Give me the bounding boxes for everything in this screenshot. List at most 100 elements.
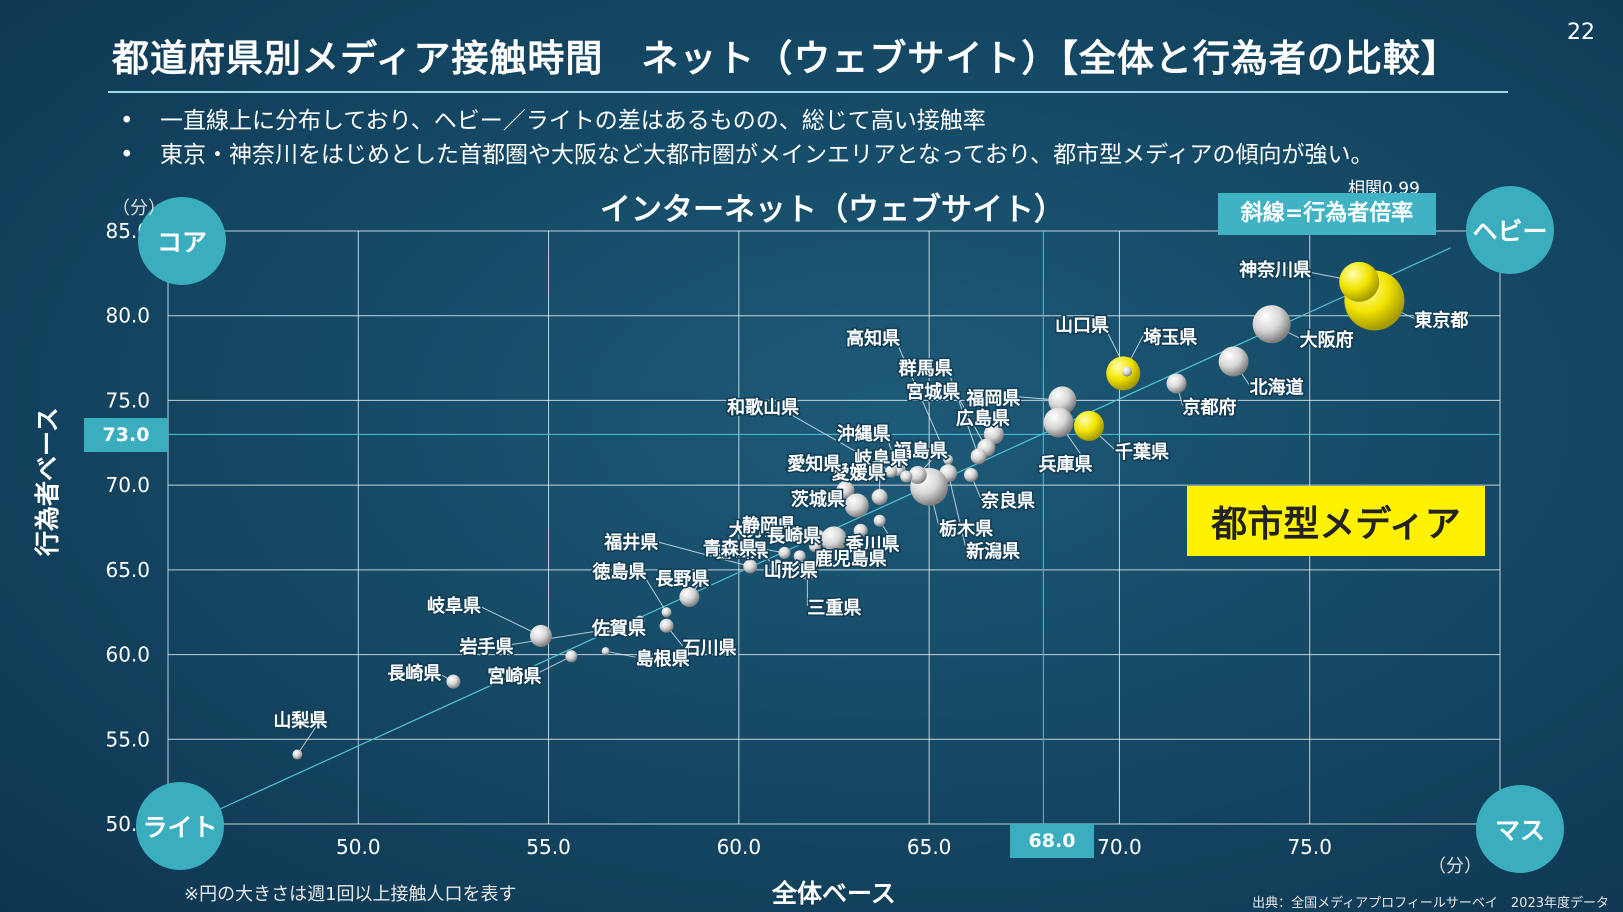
prefecture-label: 福岡県 <box>965 387 1020 409</box>
bullet-text: 一直線上に分布しており、ヘビー／ライトの差はあるものの、総じて高い接触率 <box>160 108 986 134</box>
bullet-list: • 一直線上に分布しており、ヘビー／ライトの差はあるものの、総じて高い接触率 •… <box>120 104 1373 172</box>
leader-line <box>774 405 892 473</box>
prefecture-bubble <box>661 607 672 618</box>
prefecture-label: 長崎県 <box>387 663 441 685</box>
x-tick-label: 70.0 <box>1097 835 1142 859</box>
prefecture-bubble <box>446 674 461 689</box>
prefecture-bubble <box>885 465 898 478</box>
x-tick-label: 50.0 <box>336 835 381 859</box>
prefecture-bubble <box>964 467 979 482</box>
prefecture-bubble <box>853 523 868 538</box>
leader-line <box>535 655 572 675</box>
prefecture-label: 北海道 <box>1250 376 1304 398</box>
prefecture-label: 香川県 <box>845 535 900 556</box>
prefecture-bubble <box>943 454 954 465</box>
prefecture-label: 宮崎県 <box>487 665 541 687</box>
prefecture-label: 埼玉県 <box>1143 326 1197 348</box>
prefecture-label: 福島県 <box>893 440 948 462</box>
y-tick-label: 65.0 <box>105 558 150 582</box>
prefecture-bubble <box>797 559 818 580</box>
prefecture-label: 兵庫県 <box>1039 453 1093 475</box>
source-note: 出典：全国メディアプロフィールサーベイ 2023年度データ <box>1252 896 1609 911</box>
prefecture-bubble <box>908 465 927 484</box>
leader-line <box>893 336 949 460</box>
y-tick-label: 80.0 <box>105 304 150 328</box>
prefecture-label: 徳島県 <box>592 561 647 583</box>
prefecture-label: 宮城県 <box>906 381 960 403</box>
prefecture-bubble <box>679 586 700 607</box>
bullet-mark: • <box>120 142 134 168</box>
x-tick-label: 55.0 <box>526 835 571 859</box>
bubble-size-note: ※円の大きさは週1回以上接触人口を表す <box>184 884 517 905</box>
prefecture-label: 愛知県 <box>787 453 841 475</box>
prefecture-label: 静岡県 <box>742 514 796 536</box>
prefecture-bubble <box>970 448 987 465</box>
prefecture-bubble <box>1122 366 1133 377</box>
y-unit-label: （分） <box>112 198 166 219</box>
prefecture-bubble <box>659 618 674 633</box>
prefecture-bubble <box>769 559 784 574</box>
x-unit-label: （分） <box>1428 856 1482 877</box>
prefecture-bubble <box>836 481 855 500</box>
prefecture-label: 佐賀県 <box>591 618 646 640</box>
leader-line <box>296 718 322 755</box>
quadrant-light: ライト <box>136 782 224 870</box>
prefecture-bubble <box>821 526 847 553</box>
prefecture-label: 沖縄県 <box>837 423 891 445</box>
prefecture-bubble <box>743 559 758 574</box>
leader-line <box>605 650 636 658</box>
y-tick-label: 75.0 <box>105 388 150 412</box>
prefecture-label: 山形県 <box>764 560 818 581</box>
prefecture-label: 広島県 <box>956 407 1010 429</box>
bullet-item: • 一直線上に分布しており、ヘビー／ライトの差はあるものの、総じて高い接触率 <box>120 104 1373 138</box>
quadrant-mass: マス <box>1476 785 1564 873</box>
prefecture-bubble <box>808 540 821 553</box>
slide-title: 都道府県別メディア接触時間 ネット（ウェブサイト）【全体と行為者の比較】 <box>112 37 1459 80</box>
y-tick-label: 55.0 <box>105 727 150 751</box>
x-tick-label: 60.0 <box>717 835 762 859</box>
prefecture-label: 栃木県 <box>939 518 993 540</box>
leader-line <box>652 539 751 567</box>
quadrant-core: コア <box>138 197 226 285</box>
prefecture-label: 群馬県 <box>899 357 953 379</box>
prefecture-bubble <box>634 615 645 626</box>
prefecture-label: 石川県 <box>682 638 737 659</box>
urban-media-label: 都市型メディア <box>1187 486 1485 556</box>
prefecture-bubble <box>844 493 869 518</box>
x-axis-label: 全体ベース <box>772 879 896 908</box>
prefecture-label: 長崎県 <box>767 525 821 547</box>
prefecture-label: 岐阜県 <box>427 595 481 617</box>
prefecture-label: 山口県 <box>1055 316 1109 337</box>
leader-line <box>946 366 980 457</box>
prefecture-label: 千葉県 <box>1115 442 1169 463</box>
prefecture-label: 新潟県 <box>966 540 1020 562</box>
prefecture-label: 福井県 <box>603 531 658 553</box>
prefecture-bubble <box>1073 410 1104 441</box>
prefecture-label: 長野県 <box>655 569 709 590</box>
leader-line <box>507 628 610 646</box>
prefecture-label: 鹿児島県 <box>815 548 887 570</box>
prefecture-label: 東京都 <box>1414 309 1468 331</box>
prefecture-label: 京都府 <box>1183 396 1237 418</box>
prefecture-bubble <box>1043 407 1074 438</box>
prefecture-bubble <box>778 546 791 559</box>
prefecture-bubble <box>1218 346 1249 377</box>
x-tick-label: 75.0 <box>1287 835 1332 859</box>
leader-line <box>640 569 667 613</box>
prefecture-label: 岩手県 <box>458 636 513 658</box>
prefecture-bubble <box>1048 386 1077 415</box>
leader-line <box>947 473 967 550</box>
diagonal-legend: 斜線=行為者倍率 <box>1218 193 1436 235</box>
prefecture-label: 奈良県 <box>980 490 1035 512</box>
prefecture-label: 三重県 <box>807 597 861 619</box>
y-tick-label: 60.0 <box>105 643 150 667</box>
prefecture-label: 大分県 <box>729 519 783 541</box>
prefecture-bubble <box>1166 373 1187 394</box>
prefecture-label: 和歌山県 <box>727 397 799 419</box>
prefecture-label: 島根県 <box>636 648 690 670</box>
page-number: 22 <box>1567 20 1595 45</box>
bullet-text: 東京・神奈川をはじめとした首都圏や大阪など大都市圏がメインエリアとなっており、都… <box>160 142 1374 168</box>
prefecture-label: 岐阜県 <box>854 448 908 470</box>
prefecture-bubble <box>292 749 303 760</box>
